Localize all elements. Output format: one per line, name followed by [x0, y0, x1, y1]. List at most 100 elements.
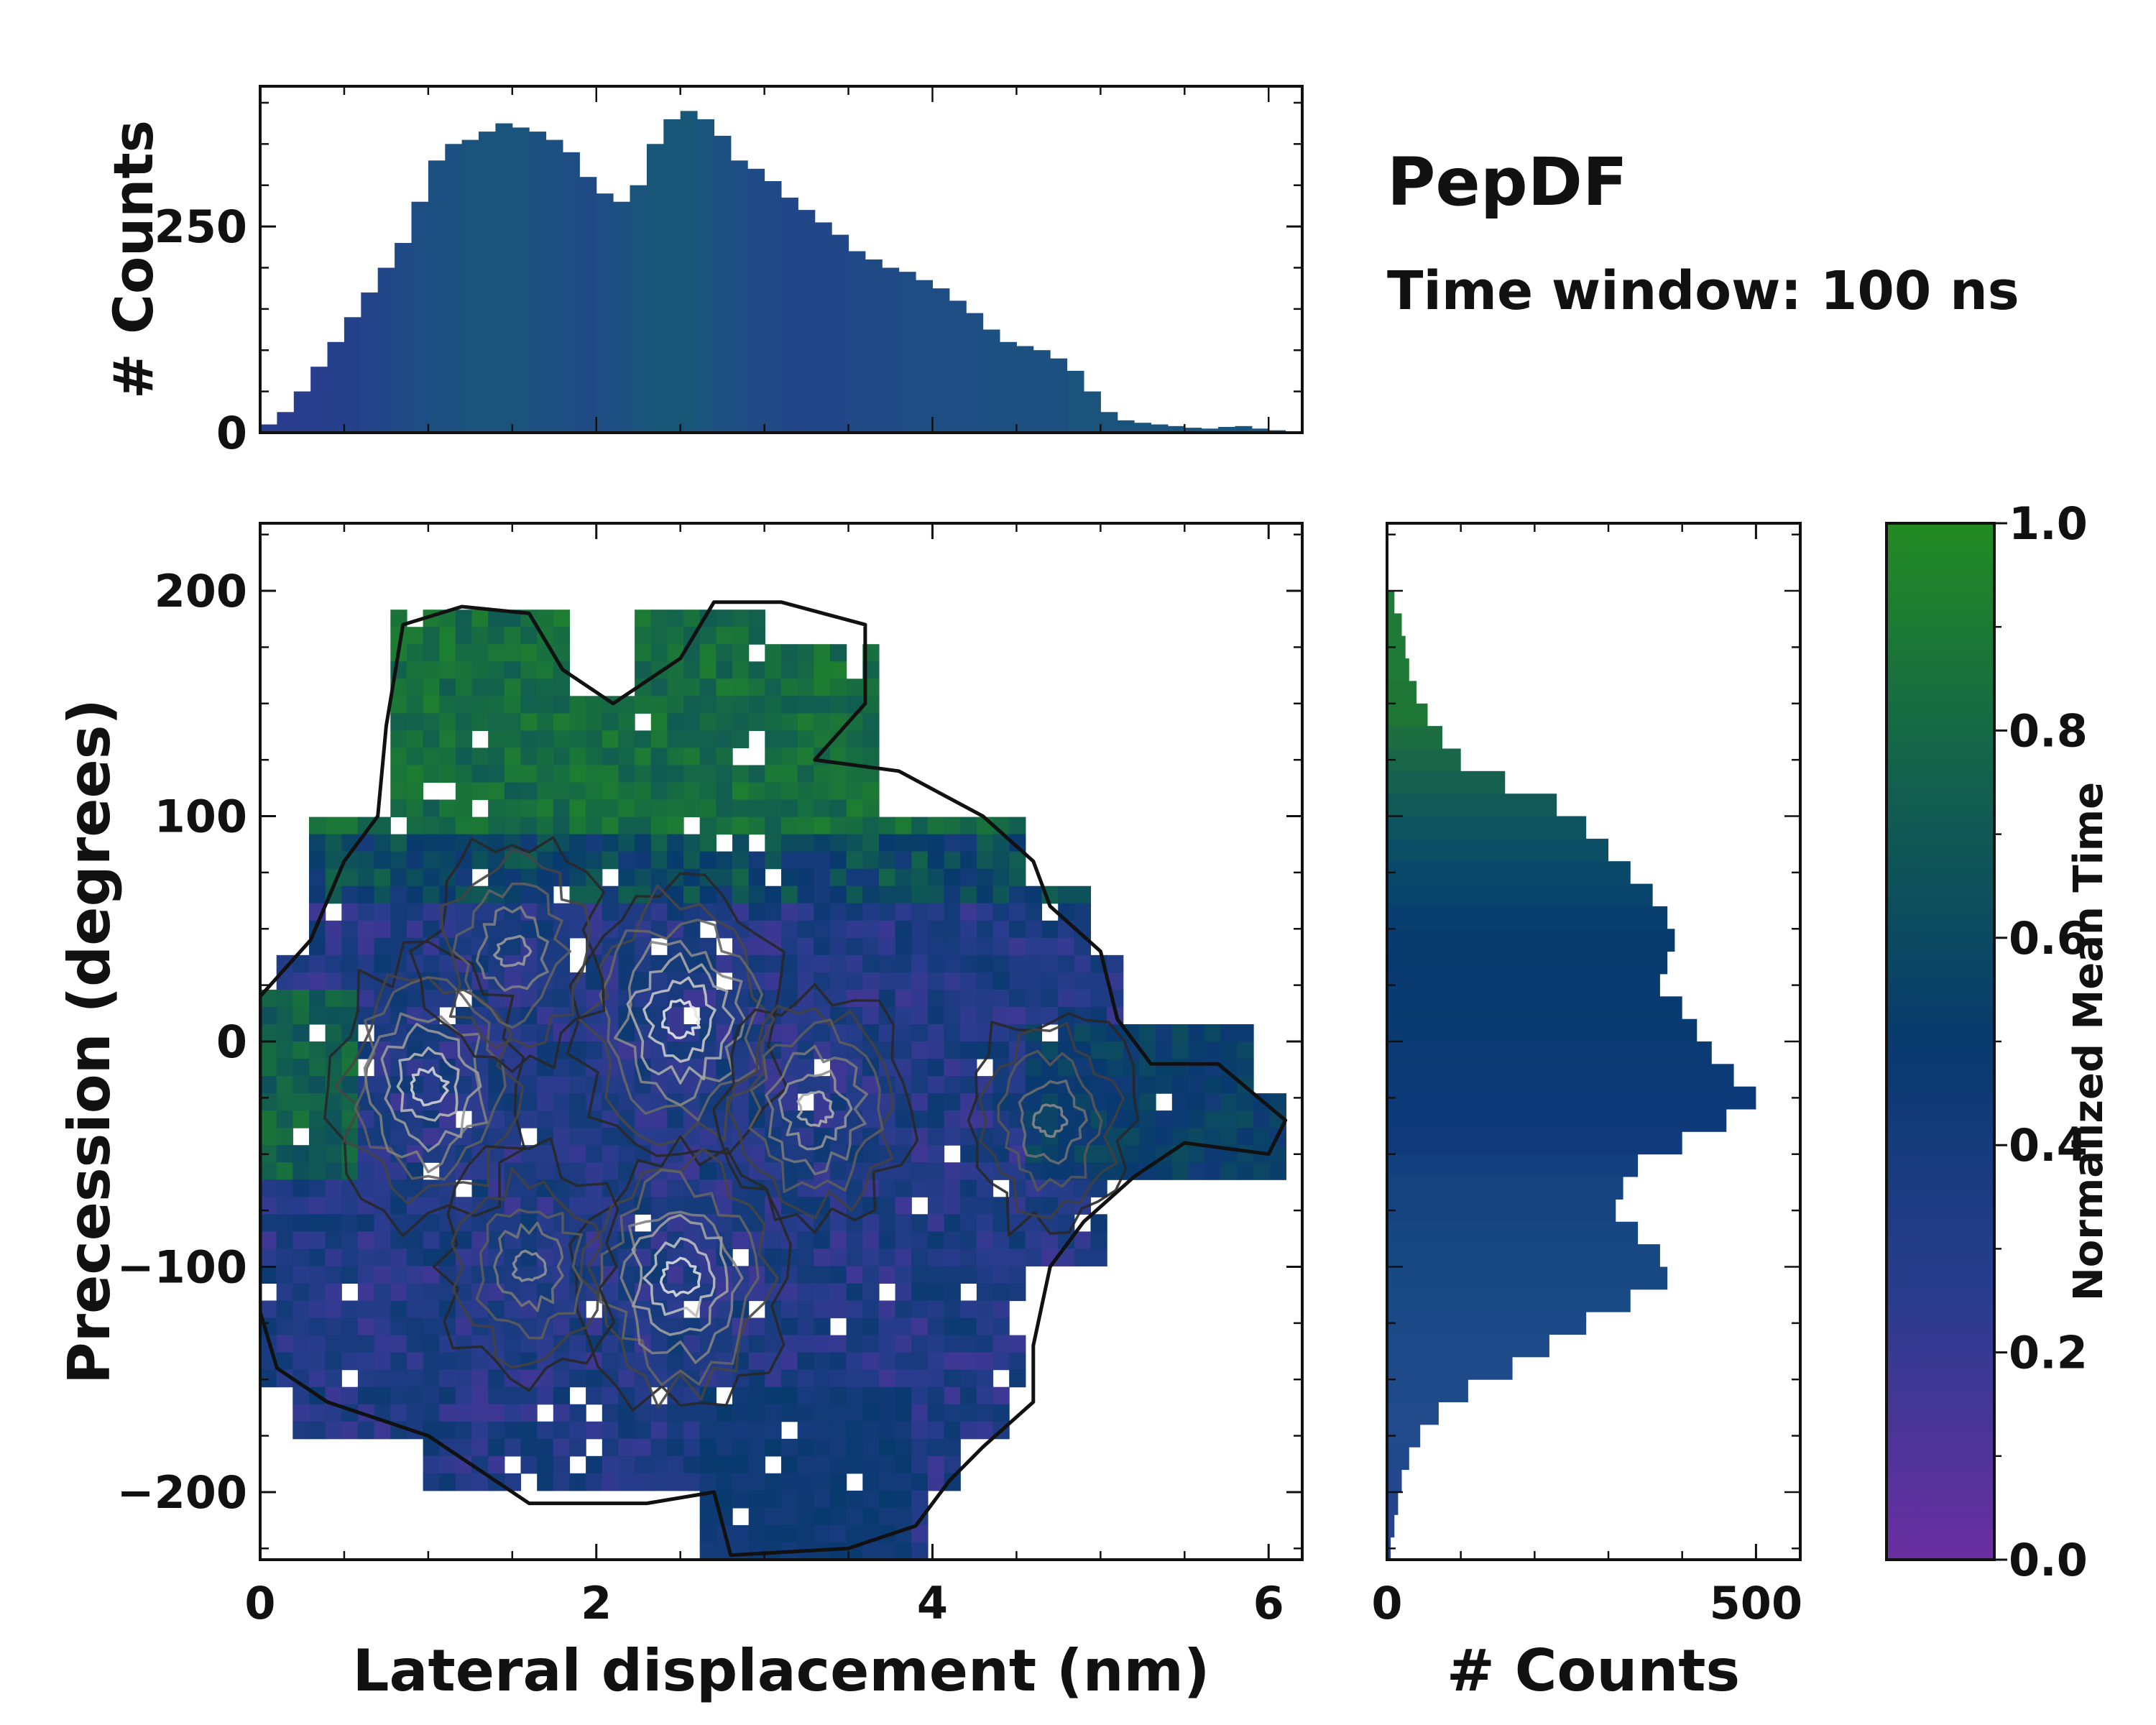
heatmap-cell	[325, 1335, 342, 1353]
density-contour	[1018, 1080, 1088, 1165]
heatmap-cell	[602, 1352, 619, 1371]
density-contour	[642, 976, 717, 1063]
heatmap-cell	[846, 1404, 863, 1422]
heatmap-cell	[309, 886, 326, 904]
heatmap-cell	[830, 1128, 847, 1146]
heatmap-cell	[553, 1076, 571, 1094]
heatmap-cell	[927, 1266, 945, 1284]
heatmap-cell	[504, 1404, 522, 1422]
heatmap-cell	[1058, 1093, 1075, 1111]
heatmap-cell	[1009, 989, 1026, 1008]
heatmap-cell	[553, 1317, 571, 1336]
heatmap-cell	[390, 834, 407, 852]
heatmap-cell	[748, 1335, 765, 1353]
heatmap-cell	[357, 851, 375, 870]
heatmap-cell	[537, 868, 554, 887]
heatmap-cell	[748, 954, 765, 973]
heatmap-cell	[423, 989, 440, 1008]
heatmap-cell	[1107, 954, 1124, 973]
heatmap-cell	[635, 868, 652, 887]
heatmap-cell	[1009, 1179, 1026, 1197]
heatmap-cell	[781, 886, 798, 904]
heatmap-cell	[537, 696, 554, 714]
heatmap-cell	[276, 1197, 293, 1215]
heatmap-cell	[878, 1162, 896, 1180]
heatmap-cell	[960, 1317, 977, 1336]
heatmap-cell	[650, 972, 668, 990]
heatmap-cell	[1009, 1283, 1026, 1302]
heatmap-cell	[357, 954, 375, 973]
heatmap-cell	[292, 1041, 310, 1059]
heatmap-cell	[911, 1369, 929, 1388]
heatmap-cell	[569, 886, 586, 904]
colorbar-tick-label: 1.0	[2009, 497, 2088, 550]
density-contour	[511, 1249, 548, 1282]
heatmap-cell	[455, 1473, 473, 1491]
heatmap-cell	[1156, 1128, 1173, 1146]
heatmap-cell	[292, 1300, 310, 1319]
heatmap-cell	[635, 627, 652, 645]
heatmap-cell	[765, 1438, 782, 1457]
heatmap-cell	[797, 1473, 814, 1491]
heatmap-cell	[423, 1231, 440, 1250]
heatmap-cell	[520, 1024, 538, 1042]
heatmap-cell	[374, 1300, 391, 1319]
heatmap-cell	[423, 1076, 440, 1094]
heatmap-cell	[765, 1266, 782, 1284]
heatmap-cell	[683, 678, 701, 696]
heatmap-cell	[781, 920, 798, 939]
heatmap-cell	[586, 851, 603, 870]
heatmap-cell	[635, 748, 652, 766]
heatmap-cell	[960, 1162, 977, 1180]
heatmap-cell	[488, 782, 505, 801]
heatmap-cell	[455, 1438, 473, 1457]
top-histogram-bar	[898, 272, 916, 433]
heatmap-cell	[520, 713, 538, 732]
heatmap-cell	[878, 851, 896, 870]
heatmap-cell	[927, 1352, 945, 1371]
heatmap-cell	[716, 1110, 733, 1128]
heatmap-cell	[814, 1093, 831, 1111]
heatmap-cell	[846, 903, 863, 921]
heatmap-cell	[390, 1197, 407, 1215]
heatmap-cell	[374, 1386, 391, 1405]
heatmap-cell	[992, 1283, 1010, 1302]
heatmap-cell	[699, 730, 717, 749]
heatmap-cell	[423, 1335, 440, 1353]
heatmap-cell	[944, 1266, 961, 1284]
heatmap-cell	[374, 1266, 391, 1284]
heatmap-cell	[911, 1024, 929, 1042]
heatmap-cell	[1269, 1093, 1286, 1111]
heatmap-cell	[781, 954, 798, 973]
heatmap-cell	[1025, 1162, 1043, 1180]
heatmap-cell	[635, 1455, 652, 1474]
heatmap-cell	[390, 765, 407, 783]
heatmap-cell	[992, 1128, 1010, 1146]
heatmap-cell	[1156, 1076, 1173, 1094]
heatmap-cell	[325, 1041, 342, 1059]
top-histogram-bar	[1084, 391, 1101, 433]
heatmap-cell	[781, 1317, 798, 1336]
density-contour	[432, 1136, 619, 1392]
heatmap-cell	[846, 1248, 863, 1267]
heatmap-cell	[944, 851, 961, 870]
heatmap-cell	[309, 851, 326, 870]
heatmap-cell	[1041, 1041, 1059, 1059]
heatmap-cell	[586, 1386, 603, 1405]
heatmap-cell	[667, 730, 684, 749]
heatmap-cell	[797, 868, 814, 887]
heatmap-cell	[716, 782, 733, 801]
heatmap-cell	[488, 678, 505, 696]
heatmap-cell	[960, 989, 977, 1008]
heatmap-cell	[895, 1490, 912, 1509]
heatmap-cell	[586, 1128, 603, 1146]
heatmap-cell	[927, 868, 945, 887]
heatmap-cell	[455, 765, 473, 783]
right-histogram-bar	[1387, 1492, 1399, 1515]
heatmap-cell	[960, 937, 977, 956]
joint-ytick-label: 200	[155, 565, 247, 617]
heatmap-cell	[325, 972, 342, 990]
heatmap-cell	[960, 1404, 977, 1422]
heatmap-cell	[520, 627, 538, 645]
heatmap-cell	[895, 1231, 912, 1250]
